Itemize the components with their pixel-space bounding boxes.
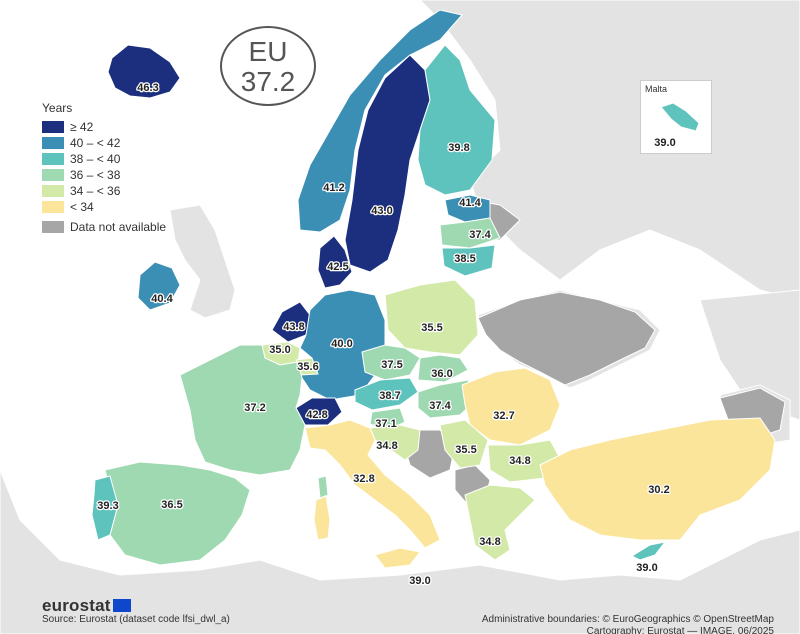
label-greece: 34.8: [479, 536, 500, 548]
country-italy: [304, 419, 441, 549]
country-poland: [384, 279, 479, 356]
label-norway: 41.2: [323, 182, 344, 194]
label-bulgaria: 34.8: [509, 455, 530, 467]
country-shapes: [91, 9, 776, 569]
legend-swatch: [42, 121, 64, 133]
legend-label: < 34: [70, 200, 94, 214]
legend-swatch: [42, 169, 64, 181]
label-iceland: 46.3: [137, 82, 158, 94]
eu-average-badge: EU 37.2: [220, 26, 316, 106]
eu-flag-icon: [112, 599, 131, 613]
country-romania: [461, 367, 561, 446]
label-south-italy-malta: 39.0: [409, 575, 430, 587]
label-spain: 36.5: [161, 499, 182, 511]
label-france: 37.2: [244, 402, 265, 414]
malta-inset-label: Malta: [645, 84, 668, 94]
source-note: Source: Eurostat (dataset code lfsi_dwl_…: [42, 614, 230, 625]
country-finland: [417, 44, 496, 196]
country-spain: [104, 461, 251, 566]
label-austria: 38.7: [379, 390, 400, 402]
label-lithuania: 38.5: [454, 253, 475, 265]
country-sardinia: [313, 495, 331, 541]
logo-text: eurostat: [42, 596, 111, 615]
label-romania: 32.7: [493, 410, 514, 422]
country-lithuania: [441, 244, 496, 277]
country-sicily: [374, 547, 421, 569]
legend-swatch: [42, 137, 64, 149]
legend-swatch: [42, 201, 64, 213]
country-czechia: [361, 344, 421, 381]
label-denmark: 42.5: [327, 261, 348, 273]
legend-item: 34 – < 36: [42, 183, 166, 199]
legend-swatch: [42, 153, 64, 165]
malta-shape: [660, 102, 700, 132]
legend-item: 38 – < 40: [42, 151, 166, 167]
credits: Administrative boundaries: © EuroGeograp…: [482, 614, 774, 634]
legend: Years ≥ 42 40 – < 42 38 – < 40 36 – < 38…: [42, 101, 166, 235]
label-portugal: 39.3: [97, 500, 118, 512]
malta-value: 39.0: [654, 137, 675, 149]
legend-label: ≥ 42: [70, 120, 94, 134]
label-germany: 40.0: [331, 338, 352, 350]
label-belgium: 35.0: [269, 344, 290, 356]
boundaries-credit: Administrative boundaries: © EuroGeograp…: [481, 614, 774, 625]
legend-label: Data not available: [70, 220, 167, 234]
malta-inset-map: 39.0: [653, 102, 700, 150]
legend-item: 36 – < 38: [42, 167, 166, 183]
country-croatia: [369, 424, 421, 461]
legend-label: 34 – < 36: [70, 184, 121, 198]
label-czechia: 37.5: [381, 359, 402, 371]
country-latvia: [439, 217, 501, 249]
value-labels: 46.3 41.2 43.0 39.8 41.4 37.4 38.5 42.5 …: [96, 81, 671, 589]
label-latvia: 37.4: [469, 229, 491, 241]
label-slovakia: 36.0: [431, 368, 452, 380]
legend-title: Years: [42, 101, 73, 115]
label-switzerland: 42.8: [306, 409, 327, 421]
malta-inset: Malta 39.0: [640, 80, 712, 154]
country-cyprus: [630, 541, 667, 561]
label-ireland: 40.4: [151, 293, 173, 305]
label-cyprus: 39.0: [636, 562, 657, 574]
legend-label: 38 – < 40: [70, 152, 121, 166]
country-serbia: [439, 419, 489, 469]
label-poland: 35.5: [421, 322, 442, 334]
country-france: [179, 344, 306, 476]
country-ireland: [137, 261, 181, 311]
label-luxembourg: 35.6: [297, 361, 318, 373]
legend-swatch: [42, 185, 64, 197]
country-iceland: [107, 44, 181, 99]
legend-item-not-available: Data not available: [42, 219, 166, 235]
country-greece: [464, 484, 536, 561]
legend-swatch: [42, 221, 64, 233]
legend-item: ≥ 42: [42, 119, 166, 135]
legend-item: < 34: [42, 199, 166, 215]
country-turkey: [539, 417, 776, 541]
label-slovenia: 37.1: [375, 418, 396, 430]
legend-label: 36 – < 38: [70, 168, 121, 182]
label-sweden: 43.0: [371, 205, 392, 217]
eurostat-logo: eurostat: [42, 596, 131, 616]
label-finland: 39.8: [448, 142, 469, 154]
eu-badge-label: EU: [248, 36, 288, 67]
country-slovakia: [417, 354, 469, 383]
label-croatia: 34.8: [376, 440, 397, 452]
country-denmark: [317, 235, 353, 289]
country-corsica: [317, 475, 329, 499]
country-portugal: [91, 475, 119, 541]
label-turkey: 30.2: [648, 484, 669, 496]
label-serbia: 35.5: [455, 444, 476, 456]
legend-label: 40 – < 42: [70, 136, 121, 150]
country-norway: [297, 9, 463, 233]
label-estonia: 41.4: [459, 197, 481, 209]
label-italy: 32.8: [353, 473, 374, 485]
legend-item: 40 – < 42: [42, 135, 166, 151]
label-netherlands: 43.8: [283, 321, 304, 333]
label-hungary: 37.4: [429, 400, 451, 412]
cartography-credit: Cartography: Eurostat — IMAGE, 06/2025: [586, 626, 774, 634]
eu-badge-value: 37.2: [240, 66, 296, 97]
country-austria: [354, 377, 419, 411]
